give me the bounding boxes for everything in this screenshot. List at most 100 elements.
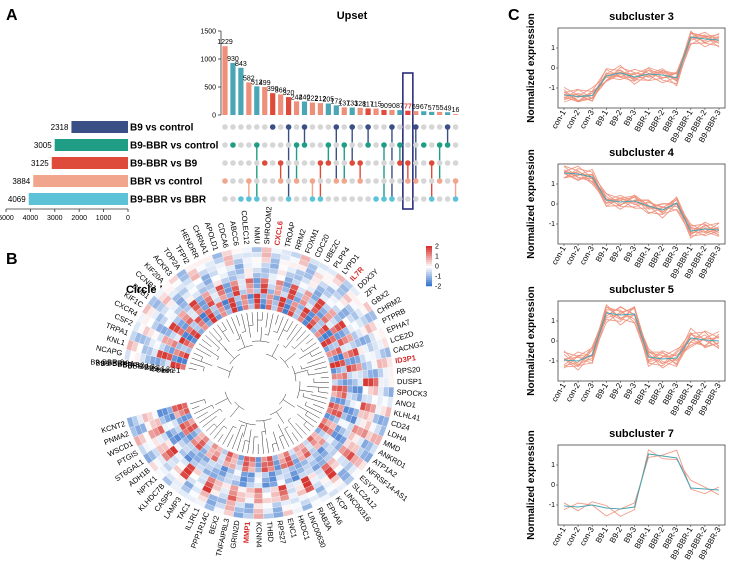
upset-bar-label: 222 (307, 96, 319, 103)
subcluster-line-plots: subcluster 3 Normalized expression -1 0 1 con… (526, 11, 726, 561)
legend-color-step (426, 274, 432, 277)
upset-matrix-dot (246, 142, 252, 148)
subcluster-y-tick-label: 1 (551, 45, 555, 52)
upset-bar (381, 109, 387, 115)
upset-matrix-dot (253, 142, 260, 148)
dendrogram-branch (295, 422, 307, 436)
upset-matrix-dot (381, 178, 387, 184)
upset-matrix-dot (357, 124, 363, 130)
heatmap-cell (261, 466, 269, 473)
upset-bar-label: 115 (370, 102, 381, 109)
dendrogram-branch (236, 432, 244, 451)
upset-matrix-dot (222, 196, 228, 202)
set-size-label: 3125 (31, 159, 49, 168)
upset-bar-label: 137 (338, 100, 350, 107)
upset-matrix-dot (325, 196, 332, 202)
legend-color-step (426, 256, 432, 259)
heatmap-cell (248, 303, 255, 310)
subcluster-panel: subcluster 7 Normalized expression -1 0 1 con… (526, 428, 726, 561)
upset-bar-label: 240 (299, 95, 311, 102)
upset-matrix-dot (277, 178, 284, 184)
subcluster-gene-line (563, 30, 720, 103)
upset-matrix-dot (397, 178, 403, 184)
sample-label: B9-BBR-1 (101, 359, 135, 368)
dendrogram-branch (306, 386, 329, 389)
upset-bar-label: 212 (315, 96, 327, 103)
legend-color-step (426, 282, 432, 285)
upset-matrix-dot (309, 196, 316, 202)
upset-bar-label: 69 (412, 104, 420, 111)
subcluster-x-tick-label: B9-2 (608, 381, 625, 401)
dendrogram-branch (275, 314, 279, 325)
heatmap-cell (341, 372, 348, 380)
heatmap-cell (346, 385, 353, 394)
upset-matrix-dot (277, 196, 284, 202)
upset-matrix-dot (373, 124, 379, 130)
subcluster-x-tick-label: con-3 (578, 381, 596, 403)
heatmap-cell (251, 257, 262, 263)
subcluster-x-tick-label: con-3 (578, 108, 596, 130)
upset-bar-label: 77 (404, 104, 412, 111)
dendrogram-branch (252, 436, 255, 454)
upset-bar (429, 111, 435, 115)
upset-bar (421, 111, 427, 115)
set-size-x-tick-label: 2000 (71, 215, 87, 222)
upset-bar (301, 101, 308, 115)
upset-bar (445, 112, 451, 115)
dendrogram-branch (310, 394, 328, 399)
sample-label: B9-1 (149, 364, 165, 373)
dendrogram-branch (242, 440, 246, 453)
upset-matrix-dot (333, 160, 340, 166)
upset-matrix-dot (413, 142, 419, 148)
dendrogram-branch (266, 438, 270, 454)
heatmap-cell (247, 471, 256, 478)
subcluster-x-tick-label: B9-1 (594, 525, 611, 545)
heatmap-cell (248, 461, 256, 468)
dendrogram-branch (265, 312, 269, 328)
dendrogram-branch (241, 424, 245, 427)
set-size-x-tick-label: 1000 (96, 215, 112, 222)
dendrogram-branch (243, 423, 248, 438)
dendrogram-branch (284, 352, 296, 363)
upset-matrix-dot (405, 178, 411, 184)
upset-matrix-dot (293, 196, 300, 202)
heatmap-cell (331, 373, 338, 380)
upset-bar (278, 94, 284, 115)
dendrogram-branch (190, 399, 205, 405)
set-size-bar (71, 121, 128, 133)
upset-matrix-dot (285, 124, 292, 130)
upset-y-tick-label: 1500 (200, 29, 216, 36)
heatmap-cell (262, 497, 273, 504)
upset-matrix-dot (413, 124, 419, 130)
upset-matrix-dot (405, 124, 411, 130)
dendrogram-branch (272, 442, 277, 445)
upset-matrix-dot (349, 160, 356, 166)
heatmap-cell (261, 482, 271, 489)
legend-tick-label: 1 (435, 254, 439, 261)
upset-matrix-dot (349, 196, 356, 202)
legend-color-step (426, 264, 432, 267)
heatmap-cell (261, 461, 268, 468)
upset-bar (222, 46, 228, 116)
upset-matrix-dot (301, 142, 308, 148)
dendrogram-branch (273, 331, 278, 333)
upset-bar (293, 101, 300, 115)
upset-bar (349, 107, 355, 115)
subcluster-gene-line (563, 36, 720, 103)
upset-bar-label: 205 (323, 97, 335, 104)
heatmap-cell (254, 303, 261, 310)
dendrogram-branch (248, 324, 254, 326)
heatmap-cell (260, 288, 268, 295)
heatmap-cell (330, 367, 337, 375)
dendrogram-branch (217, 324, 230, 343)
heatmap-cell (387, 386, 395, 398)
dendrogram-branch (284, 426, 289, 430)
dendrogram-branch (304, 405, 323, 414)
heatmap-cell (367, 377, 374, 387)
dendrogram-branch (279, 434, 284, 438)
gene-label: SHROOM2 (262, 206, 273, 244)
upset-matrix-dot (436, 142, 443, 148)
dendrogram-branch (277, 424, 290, 447)
heatmap-cell (254, 461, 262, 468)
upset-bar-label: 133 (346, 101, 358, 108)
